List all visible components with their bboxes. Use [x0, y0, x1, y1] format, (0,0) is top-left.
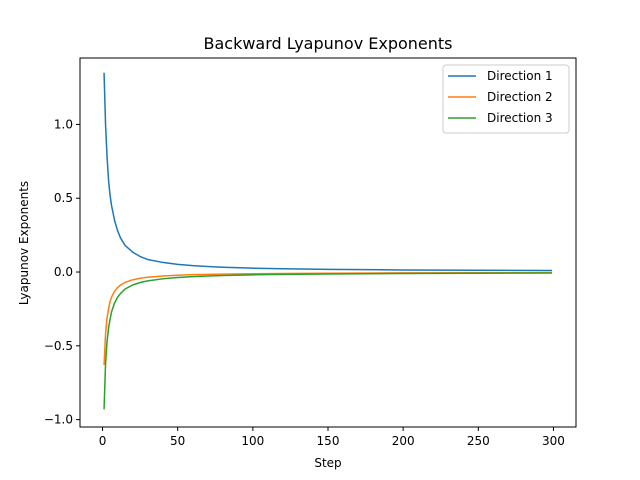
x-axis-ticks: 0 50 100 150 200 250 300: [99, 427, 565, 448]
x-tick-label: 100: [241, 434, 264, 448]
x-tick-label: 150: [317, 434, 340, 448]
chart-title: Backward Lyapunov Exponents: [203, 34, 452, 53]
x-axis-label: Step: [314, 456, 341, 470]
series-layer: [103, 72, 552, 410]
series-line-direction-1: [103, 72, 552, 272]
y-tick-label: 1.0: [54, 117, 73, 131]
y-tick-label: −0.5: [44, 339, 73, 353]
y-axis-ticks: −1.0 −0.5 0.0 0.5 1.0: [44, 117, 80, 427]
x-tick-label: 50: [170, 434, 185, 448]
series-line-direction-3: [103, 272, 552, 410]
legend-label-direction-2: Direction 2: [487, 90, 553, 104]
legend-label-direction-3: Direction 3: [487, 111, 553, 125]
legend: Direction 1 Direction 2 Direction 3: [442, 64, 570, 134]
x-tick-label: 250: [467, 434, 490, 448]
x-tick-label: 200: [392, 434, 415, 448]
series-line-direction-2: [103, 271, 552, 366]
x-tick-label: 300: [542, 434, 565, 448]
y-tick-label: 0.0: [54, 265, 73, 279]
y-tick-label: −1.0: [44, 413, 73, 427]
y-axis-label: Lyapunov Exponents: [17, 181, 31, 305]
x-tick-label: 0: [99, 434, 107, 448]
legend-box: [442, 64, 570, 134]
legend-label-direction-1: Direction 1: [487, 69, 553, 83]
y-tick-label: 0.5: [54, 191, 73, 205]
